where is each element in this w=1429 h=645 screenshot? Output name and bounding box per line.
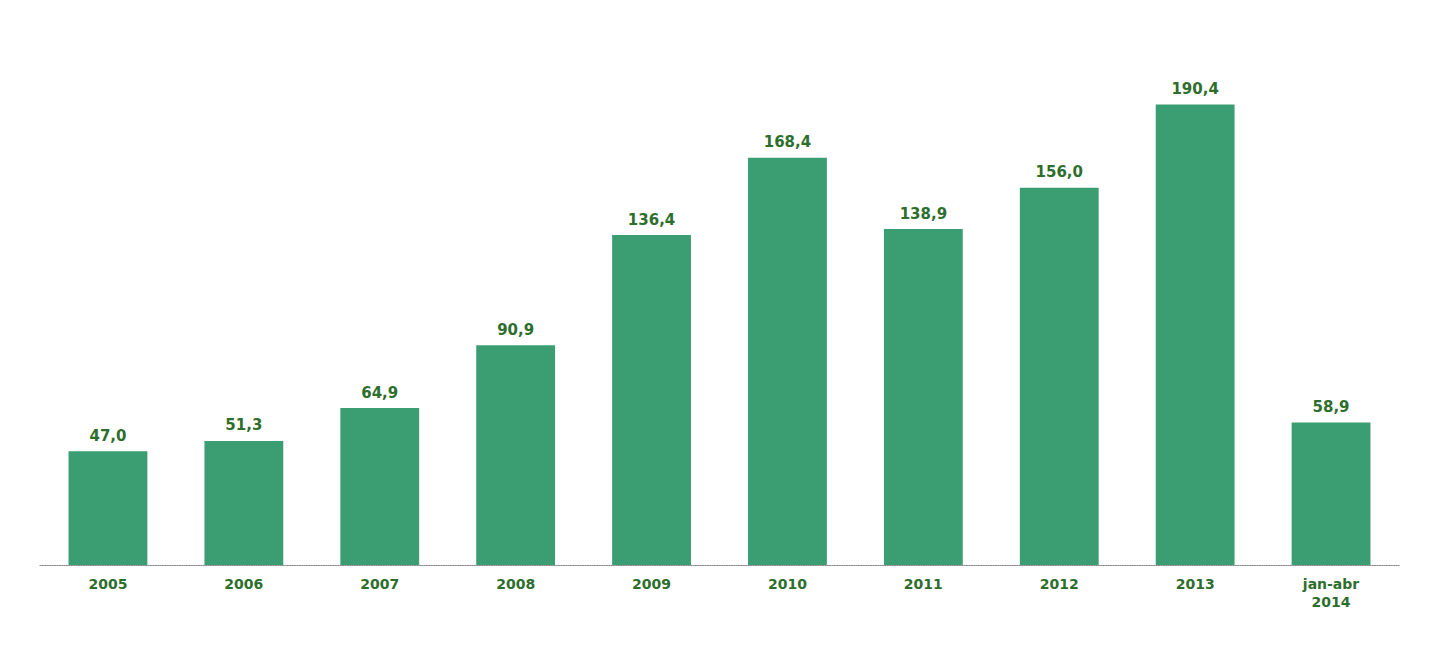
svg-text:168,4: 168,4: [764, 133, 811, 151]
svg-text:2013: 2013: [1176, 576, 1215, 592]
svg-text:2012: 2012: [1040, 576, 1079, 592]
svg-text:2010: 2010: [768, 576, 807, 592]
svg-text:47,0: 47,0: [89, 427, 126, 445]
svg-text:2014: 2014: [1312, 594, 1351, 610]
svg-text:2011: 2011: [904, 576, 943, 592]
svg-text:51,3: 51,3: [225, 416, 262, 434]
svg-text:190,4: 190,4: [1171, 80, 1218, 98]
svg-text:2009: 2009: [632, 576, 671, 592]
svg-text:2008: 2008: [496, 576, 535, 592]
svg-text:2007: 2007: [360, 576, 399, 592]
svg-text:64,9: 64,9: [361, 384, 398, 402]
svg-text:138,9: 138,9: [900, 205, 947, 223]
svg-text:90,9: 90,9: [497, 321, 534, 339]
svg-text:156,0: 156,0: [1036, 163, 1083, 181]
svg-text:2006: 2006: [224, 576, 263, 592]
svg-text:136,4: 136,4: [628, 211, 675, 229]
svg-text:2005: 2005: [88, 576, 127, 592]
svg-text:58,9: 58,9: [1313, 398, 1350, 416]
svg-text:jan-abr: jan-abr: [1302, 576, 1359, 592]
